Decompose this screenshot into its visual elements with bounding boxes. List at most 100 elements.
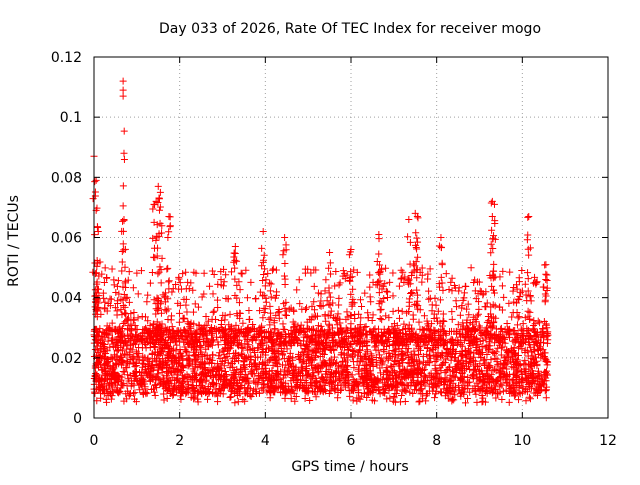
data-point (180, 314, 188, 322)
data-point (220, 383, 228, 391)
data-point (540, 283, 548, 291)
data-point (410, 376, 418, 384)
data-point (519, 383, 527, 391)
data-point (260, 251, 268, 259)
data-point (347, 290, 355, 298)
data-point (94, 259, 102, 267)
data-point (336, 279, 344, 287)
data-point (338, 358, 346, 366)
data-point (497, 324, 505, 332)
data-point (197, 370, 205, 378)
data-point (510, 344, 518, 352)
data-point (377, 305, 385, 313)
data-point (427, 373, 435, 381)
data-point (287, 332, 295, 340)
data-point (261, 358, 269, 366)
data-point (281, 275, 289, 283)
data-point (125, 298, 133, 306)
data-point (326, 301, 334, 309)
data-point (266, 394, 274, 402)
data-point (116, 387, 124, 395)
data-point (164, 315, 172, 323)
data-point (443, 345, 451, 353)
data-point (165, 348, 173, 356)
data-point (515, 388, 523, 396)
data-point (309, 356, 317, 364)
data-point (217, 320, 225, 328)
data-point (168, 323, 176, 331)
data-point (109, 342, 117, 350)
data-point (508, 348, 516, 356)
data-point (144, 317, 152, 325)
data-point (323, 370, 331, 378)
data-point (120, 127, 128, 135)
data-point (465, 348, 473, 356)
data-point (355, 361, 363, 369)
data-point (348, 332, 356, 340)
data-point (448, 287, 456, 295)
data-point (135, 377, 143, 385)
data-point (131, 389, 139, 397)
data-point (327, 270, 335, 278)
data-point (292, 383, 300, 391)
data-point (449, 347, 457, 355)
data-point (337, 385, 345, 393)
data-point (451, 383, 459, 391)
data-point (448, 315, 456, 323)
data-point (152, 310, 160, 318)
data-point (324, 326, 332, 334)
data-point (491, 365, 499, 373)
data-point (129, 341, 137, 349)
data-point (478, 367, 486, 375)
data-point (163, 265, 171, 273)
data-point (107, 395, 115, 403)
data-point (272, 356, 280, 364)
data-point (312, 393, 320, 401)
x-tick-label: 0 (90, 433, 99, 449)
data-point (351, 315, 359, 323)
data-point (236, 286, 244, 294)
data-point (487, 199, 495, 207)
data-point (382, 312, 390, 320)
data-point (389, 326, 397, 334)
data-point (194, 398, 202, 406)
data-point (280, 272, 288, 280)
data-point (337, 343, 345, 351)
data-point (174, 299, 182, 307)
data-point (243, 294, 251, 302)
data-point (536, 319, 544, 327)
data-point (200, 374, 208, 382)
data-point (447, 356, 455, 364)
data-point (531, 328, 539, 336)
data-point (155, 268, 163, 276)
data-point (459, 296, 467, 304)
data-point (281, 337, 289, 345)
data-point (363, 337, 371, 345)
data-point (527, 333, 535, 341)
data-point (414, 238, 422, 246)
data-point (442, 349, 450, 357)
data-point (476, 337, 484, 345)
data-point (175, 318, 183, 326)
data-point (212, 385, 220, 393)
data-point (387, 362, 395, 370)
data-point (351, 333, 359, 341)
data-point (108, 265, 116, 273)
data-point (348, 273, 356, 281)
data-point (282, 241, 290, 249)
data-point (534, 336, 542, 344)
y-tick-label: 0.1 (60, 110, 82, 126)
data-point (534, 350, 542, 358)
data-point (357, 296, 365, 304)
data-point (185, 331, 193, 339)
data-point (117, 306, 125, 314)
data-point (189, 376, 197, 384)
data-point (263, 381, 271, 389)
data-point (420, 338, 428, 346)
data-point (413, 286, 421, 294)
data-point (285, 368, 293, 376)
data-point (231, 375, 239, 383)
data-point (475, 350, 483, 358)
data-point (262, 276, 270, 284)
